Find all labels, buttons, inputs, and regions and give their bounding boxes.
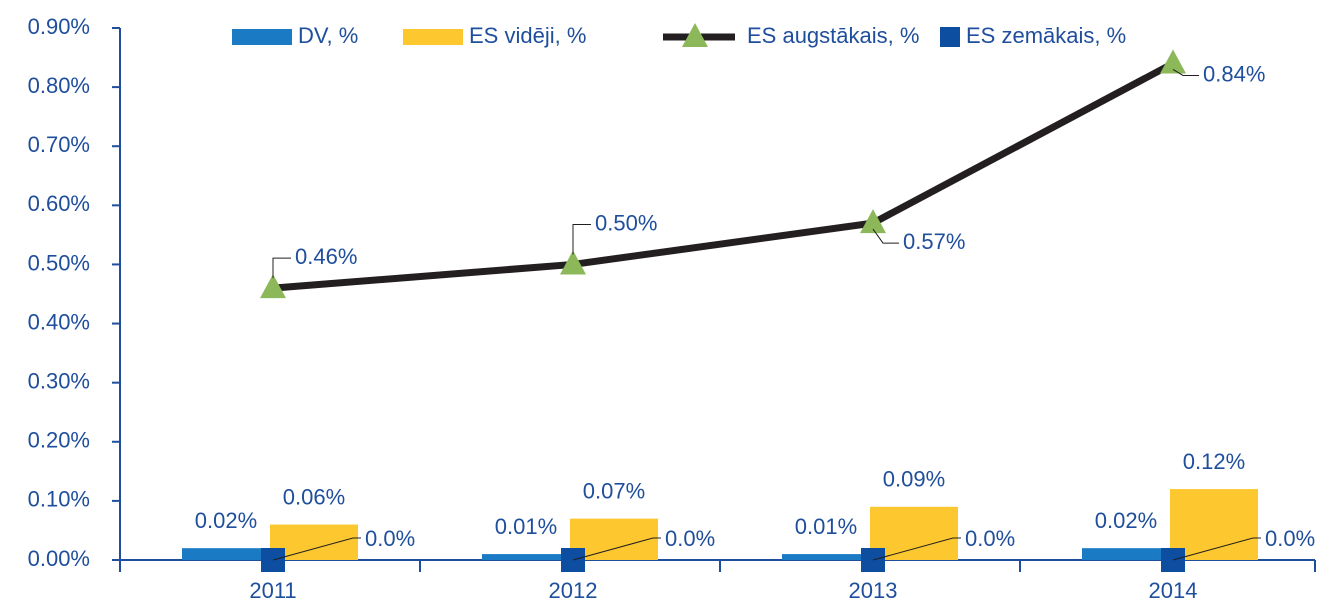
data-label: 0.57% [903,229,965,254]
bar [782,554,870,560]
x-tick-label: 2013 [849,578,898,603]
data-label: 0.0% [965,526,1015,551]
data-label: 0.0% [665,526,715,551]
data-label: 0.0% [1265,526,1315,551]
legend-label: DV, % [298,23,358,48]
leader-line [872,537,961,561]
data-label: 0.02% [1095,508,1157,533]
y-tick-label: 0.80% [28,73,90,98]
data-label: 0.09% [883,467,945,492]
data-label: 0.01% [495,514,557,539]
line-marker [1160,49,1186,74]
line-marker [860,209,886,234]
line-marker [560,250,586,275]
data-label: 0.12% [1183,449,1245,474]
data-label: 0.46% [295,244,357,269]
x-tick-label: 2014 [1149,578,1198,603]
leader-line [872,228,899,244]
leader-line [272,537,361,561]
leader-line [1172,537,1261,561]
leader-line [572,223,591,255]
y-tick-label: 0.90% [28,14,90,39]
line-marker [260,274,286,299]
y-tick-label: 0.70% [28,132,90,157]
y-tick-label: 0.40% [28,309,90,334]
legend-swatch [940,27,960,47]
y-tick-label: 0.50% [28,250,90,275]
y-tick-label: 0.60% [28,191,90,216]
data-label: 0.0% [365,526,415,551]
data-label: 0.50% [595,210,657,235]
legend-label: ES augstākais, % [747,23,919,48]
y-tick-label: 0.20% [28,428,90,453]
bar [182,548,270,560]
legend-swatch [403,29,463,45]
legend-swatch [682,23,708,47]
legend-label: ES vidēji, % [469,23,586,48]
y-tick-label: 0.00% [28,546,90,571]
legend-swatch [232,29,292,45]
bar [482,554,570,560]
legend-label: ES zemākais, % [966,23,1126,48]
x-axis-ticks [119,560,1316,572]
data-label: 0.02% [195,508,257,533]
leader-line [572,537,661,561]
x-tick-label: 2011 [249,578,296,603]
y-tick-label: 0.30% [28,368,90,393]
data-label: 0.01% [795,514,857,539]
data-label: 0.06% [283,484,345,509]
line [272,60,1175,292]
leader-line [1172,69,1199,76]
leader-line [272,257,291,279]
x-tick-label: 2012 [549,578,598,603]
data-label: 0.07% [583,478,645,503]
data-label: 0.84% [1203,61,1265,86]
bar [1082,548,1170,560]
y-tick-label: 0.10% [28,487,90,512]
